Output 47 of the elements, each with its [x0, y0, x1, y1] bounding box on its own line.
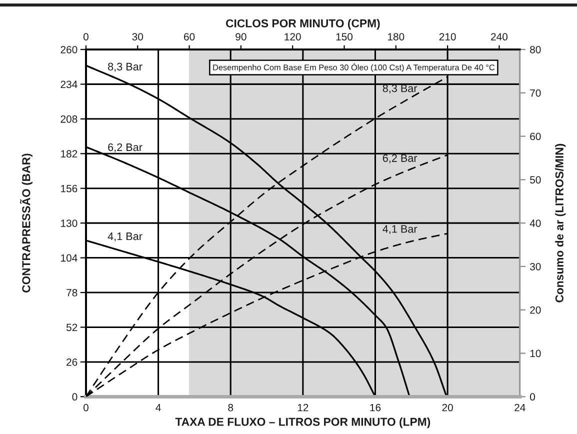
y-tick-label: 234 — [60, 80, 78, 88]
series-label: 6,2 Bar — [382, 154, 418, 164]
annotation: Desempenho Com Base Em Peso 30 Óleo (100 Cst) A Temperatura De 40 °C — [213, 63, 495, 72]
x2-tick-label: 0 — [83, 33, 88, 40]
x-tick-label: 24 — [514, 404, 526, 412]
x-tick-label: 12 — [298, 404, 308, 412]
y2-axis-title: Consumo de ar (LITROS/MIN) — [555, 144, 566, 302]
y-tick-label: 104 — [61, 254, 78, 262]
y-tick-label: 52 — [66, 324, 78, 332]
y-tick-label: 26 — [66, 358, 78, 366]
x-tick-label: 0 — [83, 404, 88, 412]
y-tick-label: 130 — [61, 220, 78, 227]
x-tick-label: 16 — [370, 404, 381, 412]
y-tick-label: 260 — [60, 46, 78, 54]
y2-tick-label: 80 — [530, 46, 541, 54]
x2-tick-label: 120 — [284, 33, 301, 40]
series-label: 8,3 Bar — [108, 62, 142, 72]
x2-tick-label: 60 — [184, 33, 195, 40]
y-tick-label: 208 — [60, 115, 78, 123]
x-axis-title: TAXA DE FLUXO – LITROS POR MINUTO (LPM) — [175, 417, 430, 428]
x2-tick-label: 180 — [388, 33, 404, 40]
x-tick-label: 4 — [156, 404, 161, 412]
y-axis-title: CONTRAPRESSÃO (BAR) — [20, 154, 32, 293]
y-tick-label: 78 — [66, 289, 78, 296]
y2-tick-label: 40 — [530, 220, 541, 227]
x-tick-label: 20 — [442, 404, 453, 412]
y-tick-label: 182 — [61, 150, 78, 158]
series-label: 4,1 Bar — [108, 232, 142, 242]
y2-tick-label: 50 — [530, 176, 541, 184]
series-label: 4,1 Bar — [382, 225, 418, 234]
x-tick-label: 8 — [228, 404, 234, 412]
y-tick-label: 0 — [72, 393, 78, 401]
x2-axis-title: CICLOS POR MINUTO (CPM) — [226, 19, 380, 30]
series-label: 8,3 Bar — [382, 84, 418, 94]
y2-tick-label: 30 — [530, 262, 541, 270]
y-tick-label: 156 — [61, 184, 78, 192]
y2-tick-label: 0 — [530, 393, 535, 401]
x2-tick-label: 240 — [491, 33, 508, 40]
y2-tick-label: 70 — [530, 89, 541, 97]
x2-tick-label: 90 — [236, 33, 246, 40]
x2-tick-label: 30 — [132, 33, 144, 40]
x2-tick-label: 210 — [439, 33, 456, 40]
y2-tick-label: 60 — [530, 132, 541, 140]
x2-tick-label: 150 — [336, 33, 353, 40]
y2-tick-label: 10 — [530, 350, 541, 358]
y2-tick-label: 20 — [530, 306, 541, 314]
series-label: 6,2 Bar — [108, 143, 142, 152]
